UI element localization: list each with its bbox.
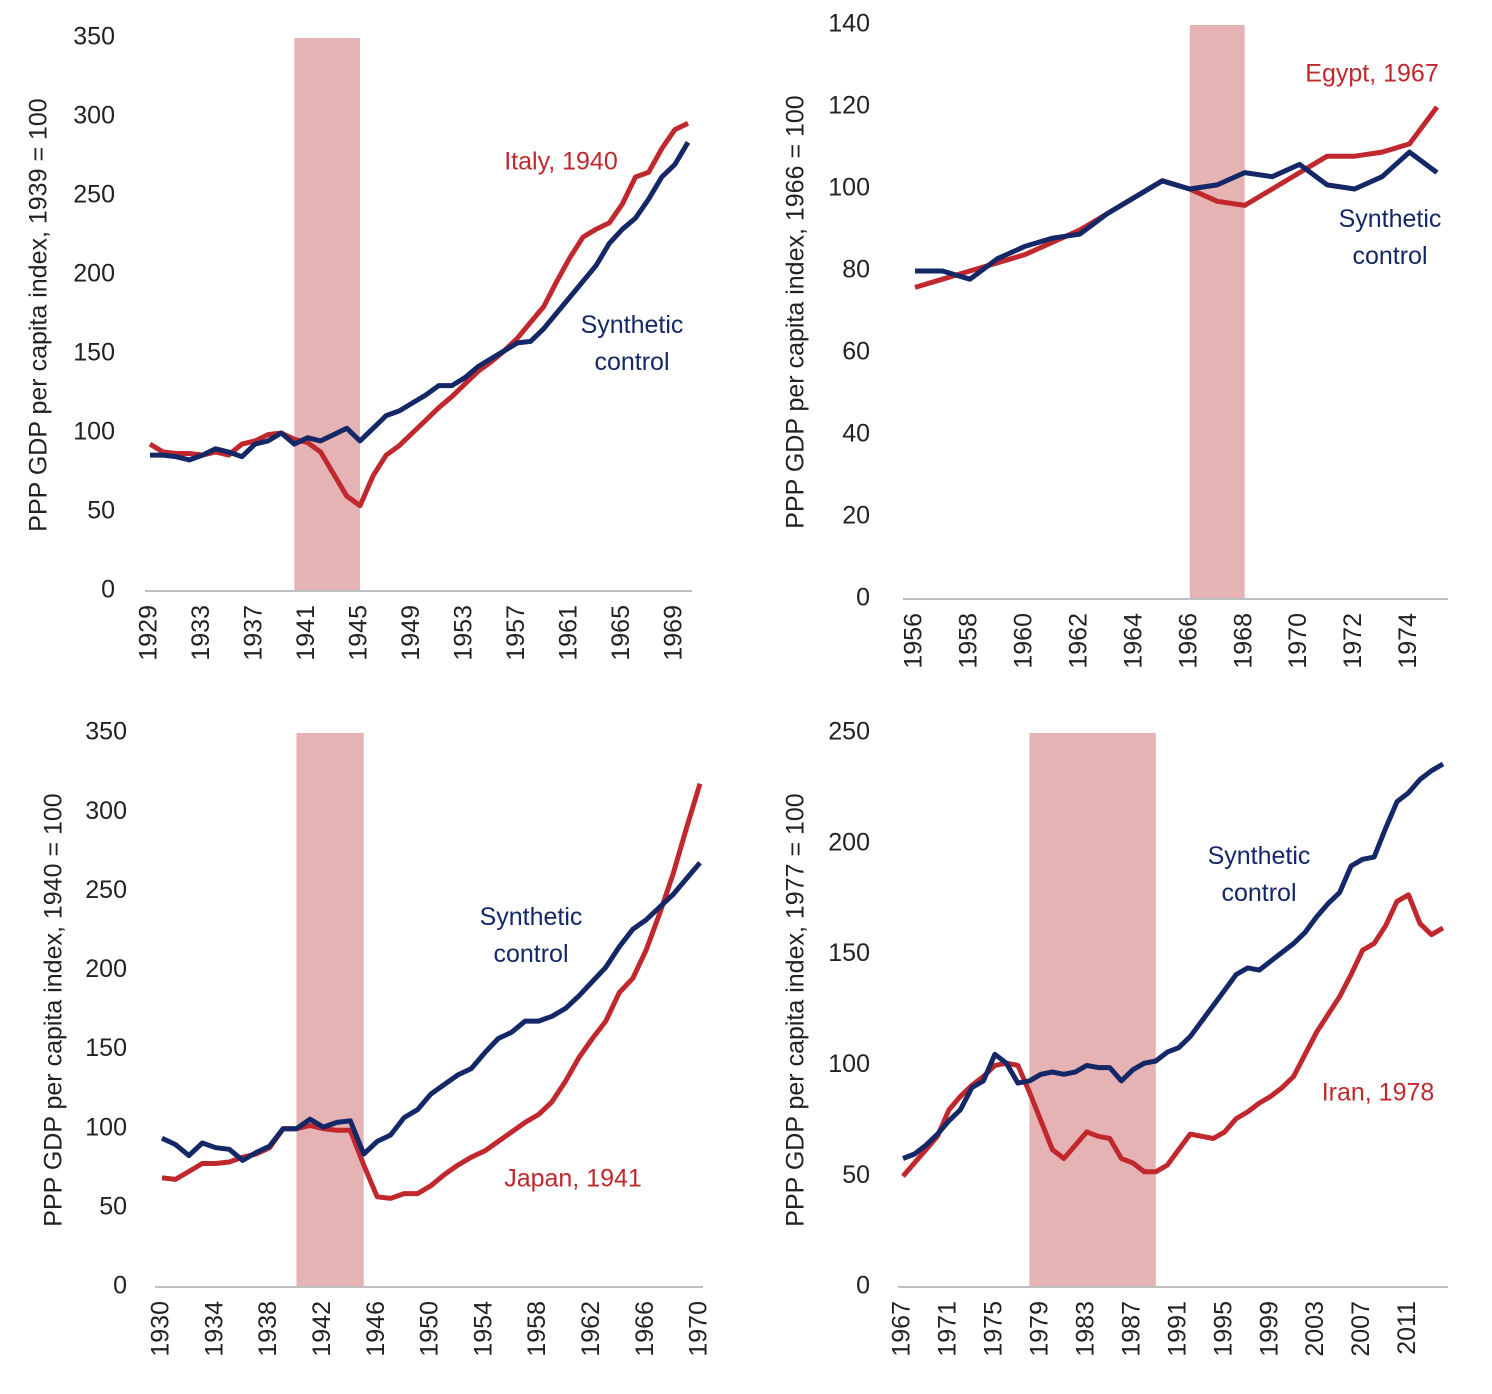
- x-tick-label: 1965: [607, 605, 635, 661]
- y-tick-label: 350: [73, 23, 115, 51]
- y-tick-label: 80: [842, 256, 870, 284]
- x-tick-label: 1995: [1209, 1301, 1237, 1357]
- series-label: Synthetic control: [1339, 205, 1442, 270]
- y-tick-label: 100: [85, 1113, 127, 1141]
- y-axis-label: PPP GDP per capita index, 1966 = 100: [782, 95, 810, 528]
- y-tick-label: 120: [828, 92, 870, 120]
- x-tick-label: 1961: [555, 605, 583, 661]
- y-tick-label: 0: [856, 1272, 870, 1300]
- y-tick-label: 0: [101, 576, 115, 604]
- y-tick-label: 300: [85, 797, 127, 825]
- x-tick-label: 1941: [292, 605, 320, 661]
- x-tick-label: 1933: [187, 605, 215, 661]
- y-tick-label: 0: [113, 1272, 127, 1300]
- y-axis-label: PPP GDP per capita index, 1977 = 100: [782, 793, 810, 1226]
- y-tick-label: 250: [828, 718, 870, 746]
- series-label: Synthetic control: [581, 311, 684, 376]
- x-tick-label: 1957: [502, 605, 530, 661]
- x-tick-label: 1953: [450, 605, 478, 661]
- x-tick-label: 1987: [1117, 1301, 1145, 1357]
- x-tick-label: 1964: [1119, 613, 1147, 669]
- x-tick-label: 1970: [685, 1301, 713, 1357]
- shaded-period: [1029, 733, 1156, 1287]
- shaded-period: [296, 733, 364, 1287]
- series-line: [901, 892, 1445, 1178]
- y-axis-label: PPP GDP per capita index, 1939 = 100: [25, 98, 53, 531]
- x-tick-label: 1999: [1255, 1301, 1283, 1357]
- x-tick-label: 1960: [1010, 613, 1038, 669]
- series-line: [161, 782, 703, 1201]
- y-tick-label: 200: [85, 955, 127, 983]
- series-label: Synthetic control: [1208, 842, 1311, 907]
- y-tick-label: 50: [87, 497, 115, 525]
- y-tick-label: 200: [73, 260, 115, 288]
- x-tick-label: 1942: [308, 1301, 336, 1357]
- y-tick-label: 50: [99, 1192, 127, 1220]
- series-line: [915, 149, 1439, 282]
- y-axis-label: PPP GDP per capita index, 1940 = 100: [40, 793, 68, 1226]
- x-tick-label: 1929: [135, 605, 163, 661]
- shaded-period: [1189, 25, 1245, 599]
- x-tick-label: 1946: [362, 1301, 390, 1357]
- x-tick-label: 1962: [577, 1301, 605, 1357]
- x-tick-label: 1966: [631, 1301, 659, 1357]
- series-label: Egypt, 1967: [1305, 60, 1438, 88]
- y-tick-label: 40: [842, 420, 870, 448]
- x-tick-label: 1975: [980, 1301, 1008, 1357]
- series-line: [902, 761, 1445, 1161]
- x-tick-label: 2003: [1301, 1301, 1329, 1357]
- x-tick-label: 1969: [659, 605, 687, 661]
- x-tick-label: 1970: [1284, 613, 1312, 669]
- x-tick-label: 1966: [1174, 613, 1202, 669]
- y-tick-label: 20: [842, 502, 870, 530]
- x-tick-label: 1949: [397, 605, 425, 661]
- y-tick-label: 250: [73, 181, 115, 209]
- x-tick-label: 1979: [1025, 1301, 1053, 1357]
- x-tick-label: 1937: [240, 605, 268, 661]
- y-tick-label: 60: [842, 338, 870, 366]
- x-tick-label: 1971: [934, 1301, 962, 1357]
- x-tick-label: 2011: [1393, 1301, 1421, 1355]
- x-tick-label: 1958: [523, 1301, 551, 1357]
- y-tick-label: 150: [73, 339, 115, 367]
- x-tick-label: 1972: [1339, 613, 1367, 669]
- x-tick-label: 1956: [900, 613, 928, 669]
- x-tick-label: 1954: [469, 1301, 497, 1357]
- series-label: Japan, 1941: [504, 1165, 642, 1193]
- y-tick-label: 350: [85, 718, 127, 746]
- x-tick-label: 2007: [1347, 1301, 1375, 1357]
- series-label: Italy, 1940: [504, 148, 618, 176]
- shaded-period: [294, 38, 360, 591]
- y-tick-label: 100: [828, 1050, 870, 1078]
- series-label: Iran, 1978: [1322, 1079, 1435, 1107]
- x-tick-label: 1930: [147, 1301, 175, 1357]
- series-label: Synthetic control: [480, 903, 583, 968]
- x-tick-label: 1983: [1071, 1301, 1099, 1357]
- series-line: [148, 121, 690, 509]
- y-tick-label: 300: [73, 102, 115, 130]
- x-tick-label: 1945: [345, 605, 373, 661]
- y-tick-label: 150: [828, 939, 870, 967]
- y-tick-label: 200: [828, 828, 870, 856]
- series-line: [150, 141, 691, 463]
- x-tick-label: 1967: [888, 1301, 916, 1357]
- y-tick-label: 250: [85, 876, 127, 904]
- y-tick-label: 100: [828, 174, 870, 202]
- y-tick-label: 100: [73, 418, 115, 446]
- x-tick-label: 1950: [416, 1301, 444, 1357]
- y-tick-label: 140: [828, 10, 870, 38]
- x-tick-label: 1962: [1064, 613, 1092, 669]
- x-tick-label: 1938: [254, 1301, 282, 1357]
- x-tick-label: 1991: [1163, 1301, 1191, 1357]
- y-tick-label: 50: [842, 1161, 870, 1189]
- x-tick-label: 1974: [1394, 613, 1422, 669]
- x-tick-label: 1934: [200, 1301, 228, 1357]
- y-tick-label: 0: [856, 584, 870, 612]
- x-tick-label: 1958: [955, 613, 983, 669]
- series-line: [160, 861, 702, 1163]
- y-tick-label: 150: [85, 1034, 127, 1062]
- x-tick-label: 1968: [1229, 613, 1257, 669]
